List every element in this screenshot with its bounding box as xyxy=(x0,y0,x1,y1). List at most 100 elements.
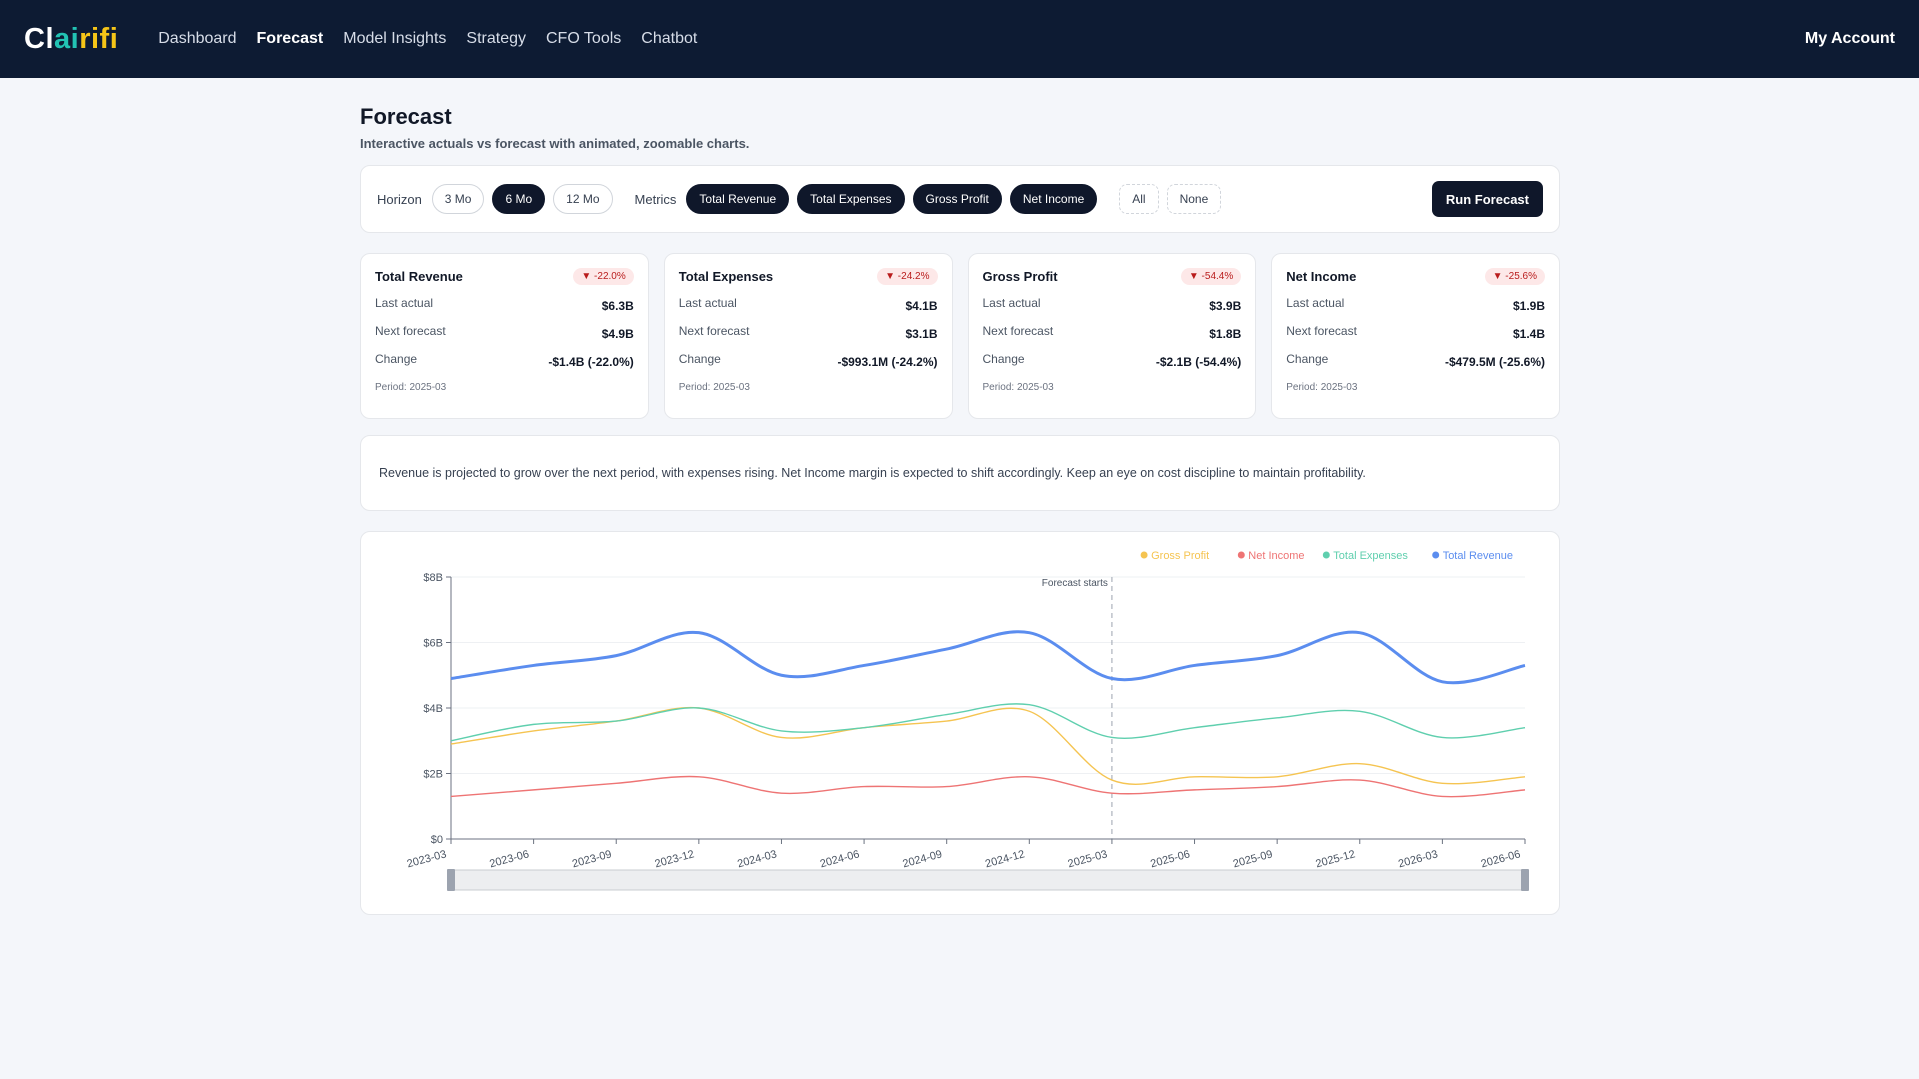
legend-label: Gross Profit xyxy=(1151,550,1209,562)
horizon-6mo-button[interactable]: 6 Mo xyxy=(492,184,546,214)
metric-total-expenses-toggle[interactable]: Total Expenses xyxy=(797,184,905,214)
x-tick-label: 2023-12 xyxy=(654,848,696,870)
horizon-3mo-button[interactable]: 3 Mo xyxy=(431,184,485,214)
nav-dashboard[interactable]: Dashboard xyxy=(158,30,237,47)
series-line-gross-profit xyxy=(450,706,1526,785)
y-tick-label: $8B xyxy=(423,572,443,584)
logo-part-1: Cl xyxy=(24,22,54,55)
next-forecast-value: $1.4B xyxy=(1512,327,1545,341)
forecast-chart-card: $0 $2B $4B $6B $8B 2023-03 2023-06 2023-09 2023-… xyxy=(360,531,1560,915)
forecast-start-label: Forecast starts xyxy=(1042,578,1108,589)
x-tick-label: 2025-09 xyxy=(1232,848,1274,870)
change-label: Change xyxy=(375,352,418,366)
x-tick-label: 2024-06 xyxy=(819,848,861,870)
series-line-total-expenses xyxy=(450,703,1526,742)
last-actual-label: Last actual xyxy=(678,296,737,310)
legend-marker xyxy=(1322,551,1330,559)
last-actual-label: Last actual xyxy=(982,296,1041,310)
select-none-button[interactable]: None xyxy=(1166,184,1222,214)
legend-marker xyxy=(1432,551,1440,559)
change-label: Change xyxy=(1286,352,1329,366)
change-badge: ▼ -25.6% xyxy=(1484,268,1545,285)
zoom-slider-track[interactable] xyxy=(450,869,1526,891)
next-forecast-value: $1.8B xyxy=(1209,327,1242,341)
period-label: Period: 2025-03 xyxy=(982,382,1054,393)
forecast-controls: Horizon 3 Mo 6 Mo 12 Mo Metrics Total Re… xyxy=(360,165,1560,233)
legend-marker xyxy=(1237,551,1245,559)
last-actual-value: $1.9B xyxy=(1512,299,1545,313)
x-tick-label: 2025-06 xyxy=(1149,848,1191,870)
insight-panel: Revenue is projected to grow over the ne… xyxy=(360,435,1560,511)
metric-total-revenue-toggle[interactable]: Total Revenue xyxy=(686,184,790,214)
nav-strategy[interactable]: Strategy xyxy=(466,30,526,47)
brand-logo[interactable]: Clairifi xyxy=(24,23,118,56)
metric-card-title: Total Revenue xyxy=(375,269,463,284)
x-tick-label: 2023-03 xyxy=(406,848,448,870)
change-label: Change xyxy=(982,352,1025,366)
page-title: Forecast xyxy=(360,104,452,129)
horizon-label: Horizon xyxy=(377,191,422,207)
logo-part-3: rifi xyxy=(79,22,119,55)
metric-gross-profit-toggle[interactable]: Gross Profit xyxy=(912,184,1002,214)
change-badge: ▼ -22.0% xyxy=(573,268,634,285)
top-navbar: Clairifi Dashboard Forecast Model Insigh… xyxy=(0,0,1919,78)
zoom-slider-handle-right[interactable] xyxy=(1521,869,1529,891)
next-forecast-label: Next forecast xyxy=(678,324,750,338)
x-tick-label: 2024-03 xyxy=(736,848,778,870)
next-forecast-label: Next forecast xyxy=(982,324,1054,338)
next-forecast-label: Next forecast xyxy=(375,324,446,338)
next-forecast-value: $3.1B xyxy=(905,327,938,341)
x-tick-label: 2026-06 xyxy=(1480,848,1522,870)
legend-label: Net Income xyxy=(1248,550,1304,562)
metrics-label: Metrics xyxy=(634,191,677,207)
change-badge: ▼ -24.2% xyxy=(877,268,938,285)
select-all-button[interactable]: All xyxy=(1119,184,1159,214)
metric-card-net-income: Net Income ▼ -25.6% Last actual $1.9B Next… xyxy=(1271,253,1560,419)
my-account-link[interactable]: My Account xyxy=(1804,30,1895,47)
change-badge: ▼ -54.4% xyxy=(1180,268,1242,285)
x-tick-label: 2023-06 xyxy=(488,848,530,870)
metric-card-total-expenses: Total Expenses ▼ -24.2% Last actual $4.1B … xyxy=(663,253,953,419)
y-tick-label: $4B xyxy=(423,703,443,715)
nav-forecast[interactable]: Forecast xyxy=(256,30,324,47)
y-tick-label: $0 xyxy=(431,834,443,846)
insight-text: Revenue is projected to grow over the ne… xyxy=(379,466,1366,480)
logo-part-2: ai xyxy=(54,22,80,55)
y-tick-label: $6B xyxy=(423,638,443,650)
period-label: Period: 2025-03 xyxy=(678,382,750,393)
y-tick-label: $2B xyxy=(423,769,443,781)
series-line-net-income xyxy=(450,775,1526,798)
change-value: -$993.1M (-24.2%) xyxy=(837,355,938,369)
change-label: Change xyxy=(678,352,721,366)
period-label: Period: 2025-03 xyxy=(375,382,447,393)
last-actual-value: $3.9B xyxy=(1209,299,1242,313)
change-value: -$2.1B (-54.4%) xyxy=(1155,355,1242,369)
run-forecast-button[interactable]: Run Forecast xyxy=(1431,181,1543,217)
main-content: Forecast Interactive actuals vs forecast… xyxy=(360,78,1560,915)
metric-net-income-toggle[interactable]: Net Income xyxy=(1009,184,1098,214)
metric-card-title: Total Expenses xyxy=(678,269,774,284)
horizon-12mo-button[interactable]: 12 Mo xyxy=(553,184,613,214)
period-label: Period: 2025-03 xyxy=(1286,382,1358,393)
legend-marker xyxy=(1140,551,1148,559)
x-tick-label: 2026-03 xyxy=(1397,848,1439,870)
x-tick-label: 2024-09 xyxy=(901,848,943,870)
metric-card-gross-profit: Gross Profit ▼ -54.4% Last actual $3.9B Ne… xyxy=(967,253,1257,419)
x-tick-label: 2023-09 xyxy=(571,848,613,870)
x-tick-label: 2025-03 xyxy=(1067,848,1109,870)
last-actual-value: $6.3B xyxy=(601,299,634,313)
x-tick-label: 2024-12 xyxy=(984,848,1026,870)
change-value: -$1.4B (-22.0%) xyxy=(548,355,634,369)
legend-label: Total Revenue xyxy=(1443,550,1513,562)
zoom-slider-handle-left[interactable] xyxy=(447,869,455,891)
last-actual-value: $4.1B xyxy=(905,299,938,313)
next-forecast-value: $4.9B xyxy=(601,327,634,341)
nav-cfo-tools[interactable]: CFO Tools xyxy=(546,30,622,47)
nav-chatbot[interactable]: Chatbot xyxy=(641,30,698,47)
metric-cards: Total Revenue ▼ -22.0% Last actual $6.3B N… xyxy=(360,253,1560,419)
nav-links: Dashboard Forecast Model Insights Strate… xyxy=(158,30,697,48)
change-value: -$479.5M (-25.6%) xyxy=(1444,355,1545,369)
forecast-line-chart[interactable]: $0 $2B $4B $6B $8B 2023-03 2023-06 2023-09 2023-… xyxy=(361,532,1559,914)
nav-model-insights[interactable]: Model Insights xyxy=(343,30,447,47)
metric-card-title: Gross Profit xyxy=(982,269,1058,284)
